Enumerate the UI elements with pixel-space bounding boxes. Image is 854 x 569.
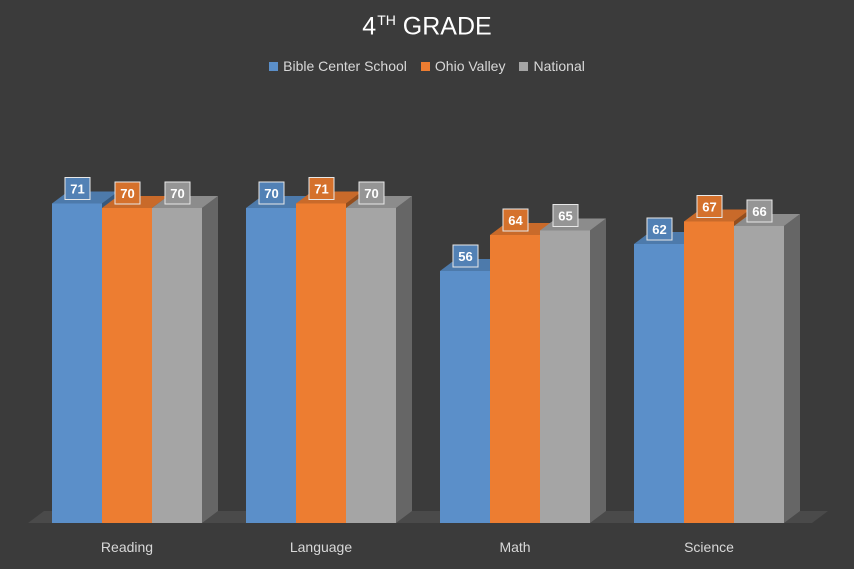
- legend: Bible Center School Ohio Valley National: [0, 58, 854, 74]
- legend-item-national: National: [519, 58, 585, 74]
- data-label-box-reading-bible-center-school: [64, 177, 91, 200]
- bar-language-bible-center-school: [246, 208, 296, 523]
- data-label-box-math-national: [552, 204, 579, 227]
- legend-item-ohio-valley: Ohio Valley: [420, 58, 506, 74]
- data-label-reading-ohio-valley: 70: [120, 186, 134, 201]
- bar-side-science-national: [784, 214, 800, 523]
- bar-language-national: [346, 208, 396, 523]
- data-label-box-language-national: [358, 181, 385, 205]
- legend-label: Ohio Valley: [434, 58, 506, 74]
- legend-label: Bible Center School: [283, 58, 407, 74]
- bar-math-bible-center-school: [440, 271, 490, 523]
- legend-swatch: [420, 61, 430, 71]
- data-label-box-language-bible-center-school: [258, 181, 285, 205]
- data-label-math-bible-center-school: 56: [458, 249, 472, 264]
- data-label-box-reading-national: [164, 181, 191, 205]
- data-label-reading-national: 70: [170, 186, 184, 201]
- legend-item-bible-center-school: Bible Center School: [269, 58, 407, 74]
- title-superscript: TH: [377, 12, 396, 28]
- bar-side-math-national: [590, 218, 606, 523]
- chart-title: 4TH GRADE: [0, 12, 854, 41]
- data-label-box-science-ohio-valley: [696, 195, 723, 218]
- data-label-box-math-ohio-valley: [502, 208, 529, 232]
- legend-label: National: [533, 58, 585, 74]
- title-rest: GRADE: [395, 12, 492, 41]
- data-label-reading-bible-center-school: 71: [70, 182, 84, 197]
- data-label-box-science-national: [746, 199, 773, 223]
- data-label-math-ohio-valley: 64: [508, 213, 523, 228]
- data-label-science-ohio-valley: 67: [702, 200, 716, 215]
- bar-reading-ohio-valley: [102, 208, 152, 523]
- legend-swatch: [269, 61, 279, 71]
- data-label-box-reading-ohio-valley: [114, 181, 141, 205]
- bar-science-bible-center-school: [634, 244, 684, 523]
- bar-math-national: [540, 230, 590, 523]
- data-label-language-ohio-valley: 71: [314, 182, 328, 197]
- bar-side-language-national: [396, 196, 412, 523]
- bar-reading-national: [152, 208, 202, 523]
- data-label-language-bible-center-school: 70: [264, 186, 278, 201]
- data-label-math-national: 65: [558, 209, 572, 224]
- x-tick-label-math: Math: [499, 539, 530, 555]
- data-label-box-language-ohio-valley: [308, 177, 335, 200]
- bar-math-ohio-valley: [490, 235, 540, 523]
- bar-side-reading-national: [202, 196, 218, 523]
- bar-language-ohio-valley: [296, 203, 346, 523]
- data-label-science-bible-center-school: 62: [652, 222, 666, 237]
- bar-science-ohio-valley: [684, 221, 734, 523]
- bar-science-national: [734, 226, 784, 523]
- data-label-box-math-bible-center-school: [452, 244, 479, 268]
- chart-floor: [28, 511, 828, 523]
- x-tick-label-language: Language: [290, 539, 353, 555]
- x-tick-label-science: Science: [684, 539, 734, 555]
- x-tick-label-reading: Reading: [101, 539, 153, 555]
- title-main: 4: [362, 12, 377, 41]
- data-label-science-national: 66: [752, 204, 766, 219]
- legend-swatch: [519, 61, 529, 71]
- bar-reading-bible-center-school: [52, 203, 102, 523]
- data-label-box-science-bible-center-school: [646, 217, 673, 241]
- data-label-language-national: 70: [364, 186, 378, 201]
